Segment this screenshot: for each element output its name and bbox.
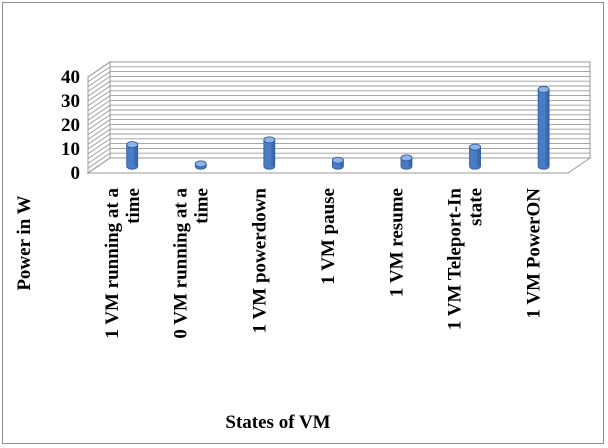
gridline	[87, 85, 590, 102]
bar	[400, 154, 413, 170]
x-category-label: 1 VM resume	[387, 188, 408, 297]
chart-bars	[126, 86, 550, 170]
bar-shade	[477, 147, 481, 167]
x-category-labels: 1 VM running at a time 0 VM running at a ti…	[102, 188, 545, 339]
gridline	[87, 147, 590, 164]
bar-top	[400, 154, 413, 162]
gridline	[87, 95, 590, 111]
bar-shade	[339, 160, 344, 167]
y-tick-label: 20	[61, 115, 80, 136]
x-category-label: time	[191, 188, 212, 224]
gridline	[87, 119, 590, 135]
chart-frame: 0 10 20 30 40 1 VM running at a time 0 VM runn…	[2, 2, 604, 444]
y-axis-title: Power in W	[14, 195, 35, 290]
gridline	[87, 157, 590, 174]
bar-shade	[408, 157, 412, 167]
bar-top	[331, 156, 344, 164]
chart-gridlines	[87, 61, 590, 174]
bar	[263, 136, 276, 170]
gridline	[87, 71, 590, 87]
gridline	[87, 114, 590, 131]
gridline	[87, 128, 590, 145]
y-tick-label: 30	[61, 91, 80, 112]
gridline	[87, 80, 590, 97]
y-tick-label: 10	[61, 139, 80, 160]
x-category-label: 0 VM running at a	[170, 188, 191, 339]
x-category-label: 1 VM running at a	[102, 188, 123, 339]
x-axis-title: States of VM	[225, 412, 330, 433]
bar-top	[194, 160, 207, 168]
bar	[537, 86, 550, 170]
gridline	[87, 99, 590, 116]
gridline	[87, 66, 590, 83]
bar	[331, 156, 344, 170]
gridline	[87, 133, 590, 150]
gridline	[87, 90, 590, 107]
bar	[126, 141, 139, 170]
bar-top	[263, 136, 276, 144]
bar-shade	[134, 144, 138, 167]
gridline	[87, 138, 590, 155]
bar-top	[469, 143, 481, 151]
x-category-label: 1 VM PowerON	[524, 188, 545, 319]
gridline	[87, 61, 590, 78]
y-tick-labels: 0 10 20 30 40	[61, 67, 80, 184]
x-category-label: 1 VM powerdown	[249, 188, 270, 334]
bar-top	[126, 141, 139, 149]
x-category-label: 1 VM Teleport-In	[445, 188, 466, 331]
x-category-label: time	[123, 188, 144, 224]
gridline	[87, 143, 590, 159]
bar	[469, 143, 481, 170]
x-category-label: 1 VM pause	[318, 188, 339, 285]
y-tick-label: 40	[61, 67, 80, 88]
gridline	[87, 75, 590, 92]
x-category-label: state	[466, 188, 487, 226]
bar	[194, 160, 207, 170]
gridline	[87, 152, 590, 169]
chart-walls	[86, 61, 592, 174]
gridline	[87, 104, 590, 121]
y-tick-label: 0	[71, 163, 81, 184]
bar-top	[537, 86, 550, 93]
gridline	[87, 109, 590, 126]
gridline	[87, 123, 590, 140]
bar-shade	[271, 139, 275, 167]
bar-shade	[545, 89, 550, 167]
